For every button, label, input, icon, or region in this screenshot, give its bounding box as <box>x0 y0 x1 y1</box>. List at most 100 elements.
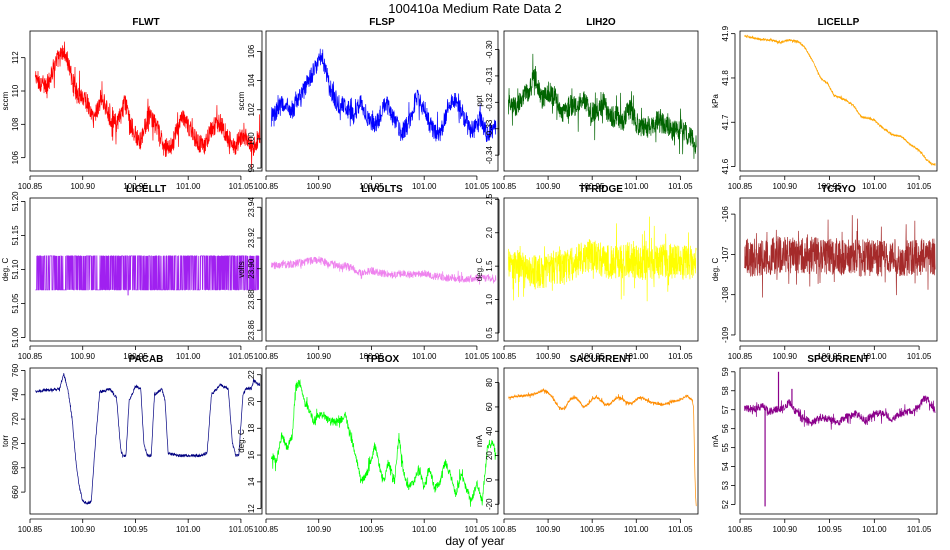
x-tick-label: 101.00 <box>624 525 649 534</box>
panel-tfridge: TFRIDGE 100.85 100.90 100.95 101.00 101.05 0.5… <box>475 184 699 361</box>
panel-title-licellt: LICELLT <box>126 184 166 195</box>
panel-sacurrent: SACURRENT 100.85 100.90 100.95 101.00 101.05 -… <box>475 354 699 534</box>
series-lih2o <box>508 53 697 159</box>
x-tick-label: 101.00 <box>624 352 649 361</box>
y-tick-label: 20 <box>485 451 494 460</box>
y-tick-label: 58 <box>721 386 730 395</box>
y-tick-label: 0 <box>485 477 494 482</box>
y-tick-label: 680 <box>11 461 20 475</box>
series-tpbox <box>270 379 497 507</box>
series-licellp <box>744 34 936 166</box>
x-tick-label: 100.85 <box>18 525 43 534</box>
y-tick-label: 23.88 <box>247 289 256 310</box>
y-tick-label: 54 <box>721 462 730 471</box>
panel-licellp: LICELLP 100.85 100.90 100.95 101.00 101.05 41.… <box>711 17 938 191</box>
plot-frame-licellp <box>739 30 938 172</box>
x-tick-label: 100.90 <box>306 182 331 191</box>
y-tick-label: 41.6 <box>721 158 730 174</box>
y-tick-label: -107 <box>721 246 730 263</box>
x-tick-label: 101.00 <box>862 525 887 534</box>
y-tick-label: -20 <box>485 498 494 510</box>
plot-frame-flsp <box>265 30 499 172</box>
series-flwt <box>34 41 261 169</box>
y-tick-label: 1.5 <box>485 260 494 272</box>
x-tick-label: 101.05 <box>465 525 490 534</box>
x-tick-label: 100.95 <box>580 525 605 534</box>
y-tick-label: 53 <box>721 481 730 490</box>
x-tick-label: 101.00 <box>176 525 201 534</box>
y-tick-label: 1.0 <box>485 293 494 305</box>
panel-title-tpbox: TPBOX <box>365 354 400 365</box>
x-tick-label: 100.90 <box>536 352 561 361</box>
line-licellp <box>744 34 936 166</box>
x-tick-label: 100.85 <box>728 352 753 361</box>
y-tick-label: 106 <box>11 150 20 164</box>
x-tick-label: 101.05 <box>229 525 254 534</box>
panel-licellt: LICELLT 100.85 100.90 100.95 101.00 101.05 51.… <box>1 184 263 361</box>
y-tick-label: 23.86 <box>247 320 256 341</box>
y-tick-label: 112 <box>11 51 20 64</box>
x-tick-label: 101.05 <box>668 182 693 191</box>
line-tfridge <box>508 216 697 302</box>
panel-title-spcurrent: SPCURRENT <box>807 354 869 365</box>
x-tick-label: 100.85 <box>492 182 517 191</box>
x-tick-label: 101.00 <box>862 182 887 191</box>
x-tick-label: 100.95 <box>123 525 148 534</box>
y-tick-label: 14 <box>247 477 256 486</box>
y-tick-label: 20 <box>247 396 256 405</box>
series-tcryo <box>744 215 936 298</box>
x-tick-label: 100.90 <box>306 525 331 534</box>
x-tick-label: 100.90 <box>773 352 798 361</box>
y-tick-label: -108 <box>721 286 730 303</box>
y-tick-label: 720 <box>11 412 20 426</box>
panel-title-flsp: FLSP <box>369 17 395 28</box>
y-tick-label: 106 <box>247 44 256 58</box>
x-tick-label: 100.90 <box>773 182 798 191</box>
x-tick-label: 100.90 <box>70 182 95 191</box>
line-tpbox <box>270 379 497 507</box>
y-tick-label: 16 <box>247 450 256 459</box>
y-tick-label: 41.7 <box>721 114 730 130</box>
y-tick-label: 2.0 <box>485 227 494 239</box>
x-tick-label: 100.95 <box>817 525 842 534</box>
x-tick-label: 101.00 <box>412 182 437 191</box>
plot-frame-tpbox <box>265 367 499 515</box>
x-tick-label: 100.95 <box>817 182 842 191</box>
panel-pacab: PACAB 100.85 100.90 100.95 101.00 101.05 660 68… <box>1 354 263 534</box>
x-tick-label: 101.00 <box>624 182 649 191</box>
y-tick-label: 23.90 <box>247 258 256 279</box>
line-livolts <box>270 256 497 285</box>
y-tick-label: 55 <box>721 443 730 452</box>
x-tick-label: 100.95 <box>580 352 605 361</box>
y-axis-label-licellp: kPa <box>711 94 720 108</box>
y-tick-label: 98 <box>247 163 256 172</box>
x-tick-label: 100.95 <box>359 352 384 361</box>
y-tick-label: -0.33 <box>485 119 494 138</box>
panel-title-flwt: FLWT <box>132 17 159 28</box>
y-tick-label: 41.8 <box>721 70 730 86</box>
x-tick-label: 101.05 <box>229 352 254 361</box>
y-axis-label-sacurrent: mA <box>475 434 484 447</box>
x-tick-label: 101.00 <box>862 352 887 361</box>
x-tick-label: 100.95 <box>817 352 842 361</box>
x-tick-label: 101.05 <box>465 352 490 361</box>
y-axis-label-tfridge: deg. C <box>475 257 484 281</box>
panel-tcryo: TCRYO 100.85 100.90 100.95 101.00 101.05 -109 -… <box>711 184 938 361</box>
panel-title-tfridge: TFRIDGE <box>579 184 623 195</box>
x-tick-label: 100.85 <box>254 352 279 361</box>
x-tick-label: 100.95 <box>123 182 148 191</box>
y-axis-label-flsp: sccm <box>237 91 246 110</box>
x-axis-label: day of year <box>445 534 504 548</box>
panel-title-pacab: PACAB <box>129 354 164 365</box>
y-axis-label-flwt: sccm <box>1 91 10 110</box>
x-tick-label: 100.85 <box>492 352 517 361</box>
y-axis-label-licellt: deg. C <box>1 257 10 281</box>
y-axis-label-livolts: volts <box>237 261 246 277</box>
y-tick-label: -0.30 <box>485 40 494 59</box>
panel-title-livolts: LIVOLTS <box>361 184 403 195</box>
plot-frame-licellt <box>29 197 263 342</box>
panels-grid: FLWT 100.85 100.90 100.95 101.00 101.05 106 108… <box>1 17 938 534</box>
x-tick-label: 100.90 <box>773 525 798 534</box>
x-tick-label: 100.85 <box>492 525 517 534</box>
